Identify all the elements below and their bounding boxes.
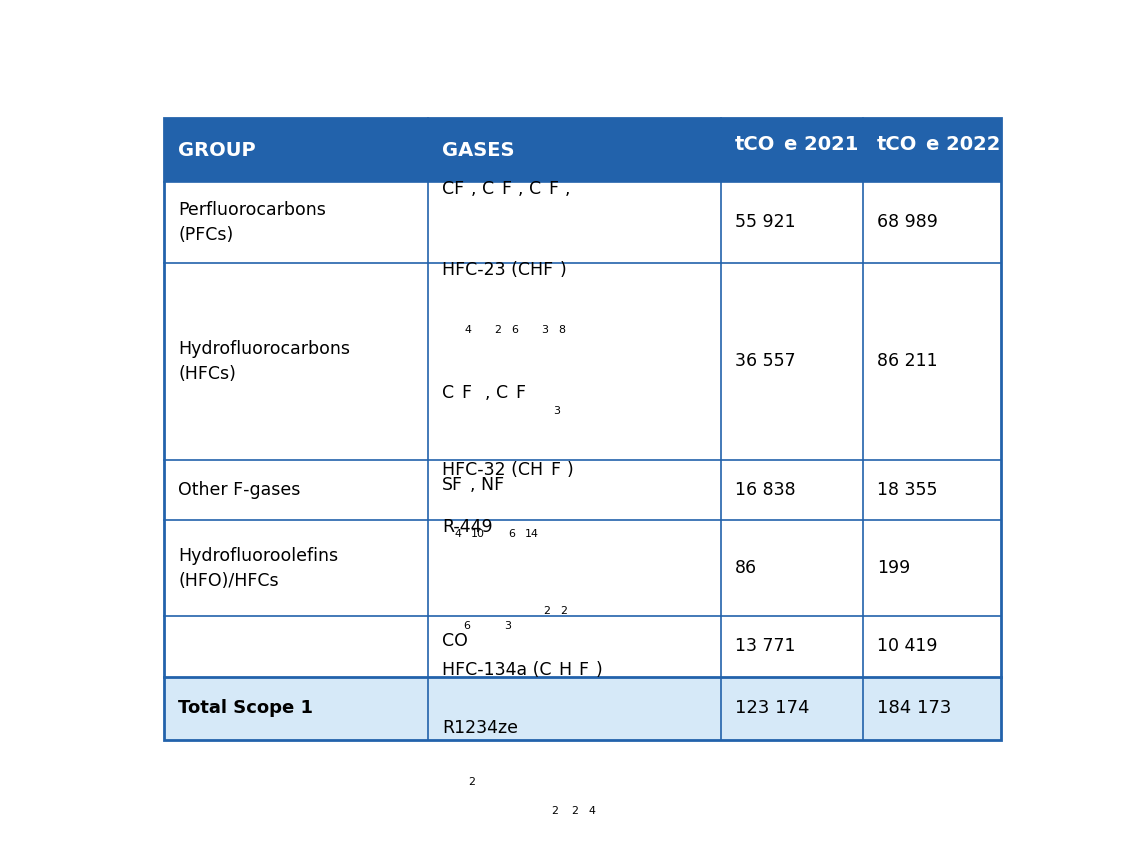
Bar xyxy=(863,118,1002,182)
Bar xyxy=(721,263,863,460)
Text: F: F xyxy=(460,384,471,402)
Bar xyxy=(428,263,721,460)
Text: 184 173: 184 173 xyxy=(878,700,952,717)
Text: Perfluorocarbons
(PFCs): Perfluorocarbons (PFCs) xyxy=(179,201,326,244)
Bar xyxy=(428,460,721,520)
Text: F: F xyxy=(579,661,588,679)
Text: 3: 3 xyxy=(541,325,548,335)
Text: e 2021: e 2021 xyxy=(783,135,858,154)
Text: tCO: tCO xyxy=(878,135,918,154)
Text: GASES: GASES xyxy=(442,140,514,160)
Text: 36 557: 36 557 xyxy=(735,352,796,371)
Text: 2: 2 xyxy=(572,807,579,817)
Text: 13 771: 13 771 xyxy=(735,638,796,655)
Text: Total Scope 1: Total Scope 1 xyxy=(179,700,314,717)
Text: ): ) xyxy=(561,261,567,279)
Bar xyxy=(863,263,1002,460)
Text: 3: 3 xyxy=(553,405,561,416)
Bar xyxy=(164,677,428,740)
Text: Other F-gases: Other F-gases xyxy=(179,481,300,499)
Text: GROUP: GROUP xyxy=(179,140,256,160)
Bar xyxy=(721,677,863,740)
Bar xyxy=(863,182,1002,263)
Text: 8: 8 xyxy=(558,325,565,335)
Text: ,: , xyxy=(565,179,571,198)
Text: H: H xyxy=(558,661,572,679)
Bar xyxy=(164,182,428,263)
Text: F: F xyxy=(550,461,559,479)
Text: 2: 2 xyxy=(775,296,783,309)
Text: 2: 2 xyxy=(559,606,567,616)
Text: 4: 4 xyxy=(464,325,471,335)
Text: 199: 199 xyxy=(878,559,911,577)
Bar xyxy=(721,615,863,677)
Text: 2: 2 xyxy=(918,296,927,309)
Text: 4: 4 xyxy=(454,530,460,539)
Text: 86 211: 86 211 xyxy=(878,352,938,371)
Text: 2: 2 xyxy=(467,777,474,787)
Text: tCO: tCO xyxy=(735,135,775,154)
Bar xyxy=(164,520,428,615)
Text: 16 838: 16 838 xyxy=(735,481,796,499)
Bar xyxy=(721,460,863,520)
Text: e 2022: e 2022 xyxy=(927,135,1001,154)
Text: R1234ze: R1234ze xyxy=(442,718,518,737)
Text: ): ) xyxy=(595,661,601,679)
Text: 10 419: 10 419 xyxy=(878,638,938,655)
Text: F: F xyxy=(515,384,525,402)
Bar xyxy=(428,677,721,740)
Text: 18 355: 18 355 xyxy=(878,481,938,499)
Text: , C: , C xyxy=(485,384,508,402)
Text: , C: , C xyxy=(471,179,495,198)
Bar xyxy=(863,677,1002,740)
Bar xyxy=(164,118,428,182)
Bar xyxy=(863,460,1002,520)
Text: 3: 3 xyxy=(504,621,511,632)
Text: 6: 6 xyxy=(463,621,470,632)
Text: 2: 2 xyxy=(495,325,501,335)
Text: 2: 2 xyxy=(543,606,550,616)
Text: 4: 4 xyxy=(588,807,595,817)
Text: 6: 6 xyxy=(508,530,515,539)
Bar xyxy=(863,520,1002,615)
Text: Hydrofluorocarbons
(HFCs): Hydrofluorocarbons (HFCs) xyxy=(179,340,350,382)
Text: C: C xyxy=(442,384,454,402)
Text: 14: 14 xyxy=(525,530,539,539)
Text: Hydrofluoroolefins
(HFO)/HFCs: Hydrofluoroolefins (HFO)/HFCs xyxy=(179,547,339,590)
Bar xyxy=(164,460,428,520)
Text: F: F xyxy=(501,179,511,198)
Text: 123 174: 123 174 xyxy=(735,700,810,717)
Text: HFC-23 (CHF: HFC-23 (CHF xyxy=(442,261,553,279)
Text: R-449: R-449 xyxy=(442,518,492,536)
Bar xyxy=(721,182,863,263)
Bar xyxy=(428,182,721,263)
Text: CF: CF xyxy=(442,179,464,198)
Bar xyxy=(164,263,428,460)
Text: HFC-32 (CH: HFC-32 (CH xyxy=(442,461,543,479)
Text: SF: SF xyxy=(442,476,463,494)
Text: 68 989: 68 989 xyxy=(878,213,938,231)
Text: 10: 10 xyxy=(471,530,485,539)
Text: HFC-134a (C: HFC-134a (C xyxy=(442,661,551,679)
Text: , C: , C xyxy=(518,179,541,198)
Text: ): ) xyxy=(567,461,573,479)
Bar xyxy=(428,615,721,677)
Text: 86: 86 xyxy=(735,559,757,577)
Text: CO: CO xyxy=(442,632,467,650)
Bar xyxy=(164,615,428,677)
Bar xyxy=(721,520,863,615)
Text: 6: 6 xyxy=(511,325,518,335)
Bar xyxy=(428,118,721,182)
Text: 2: 2 xyxy=(551,807,558,817)
Bar xyxy=(428,520,721,615)
Text: 55 921: 55 921 xyxy=(735,213,796,231)
Text: F: F xyxy=(548,179,558,198)
Bar xyxy=(863,615,1002,677)
Bar xyxy=(721,118,863,182)
Text: , NF: , NF xyxy=(470,476,504,494)
